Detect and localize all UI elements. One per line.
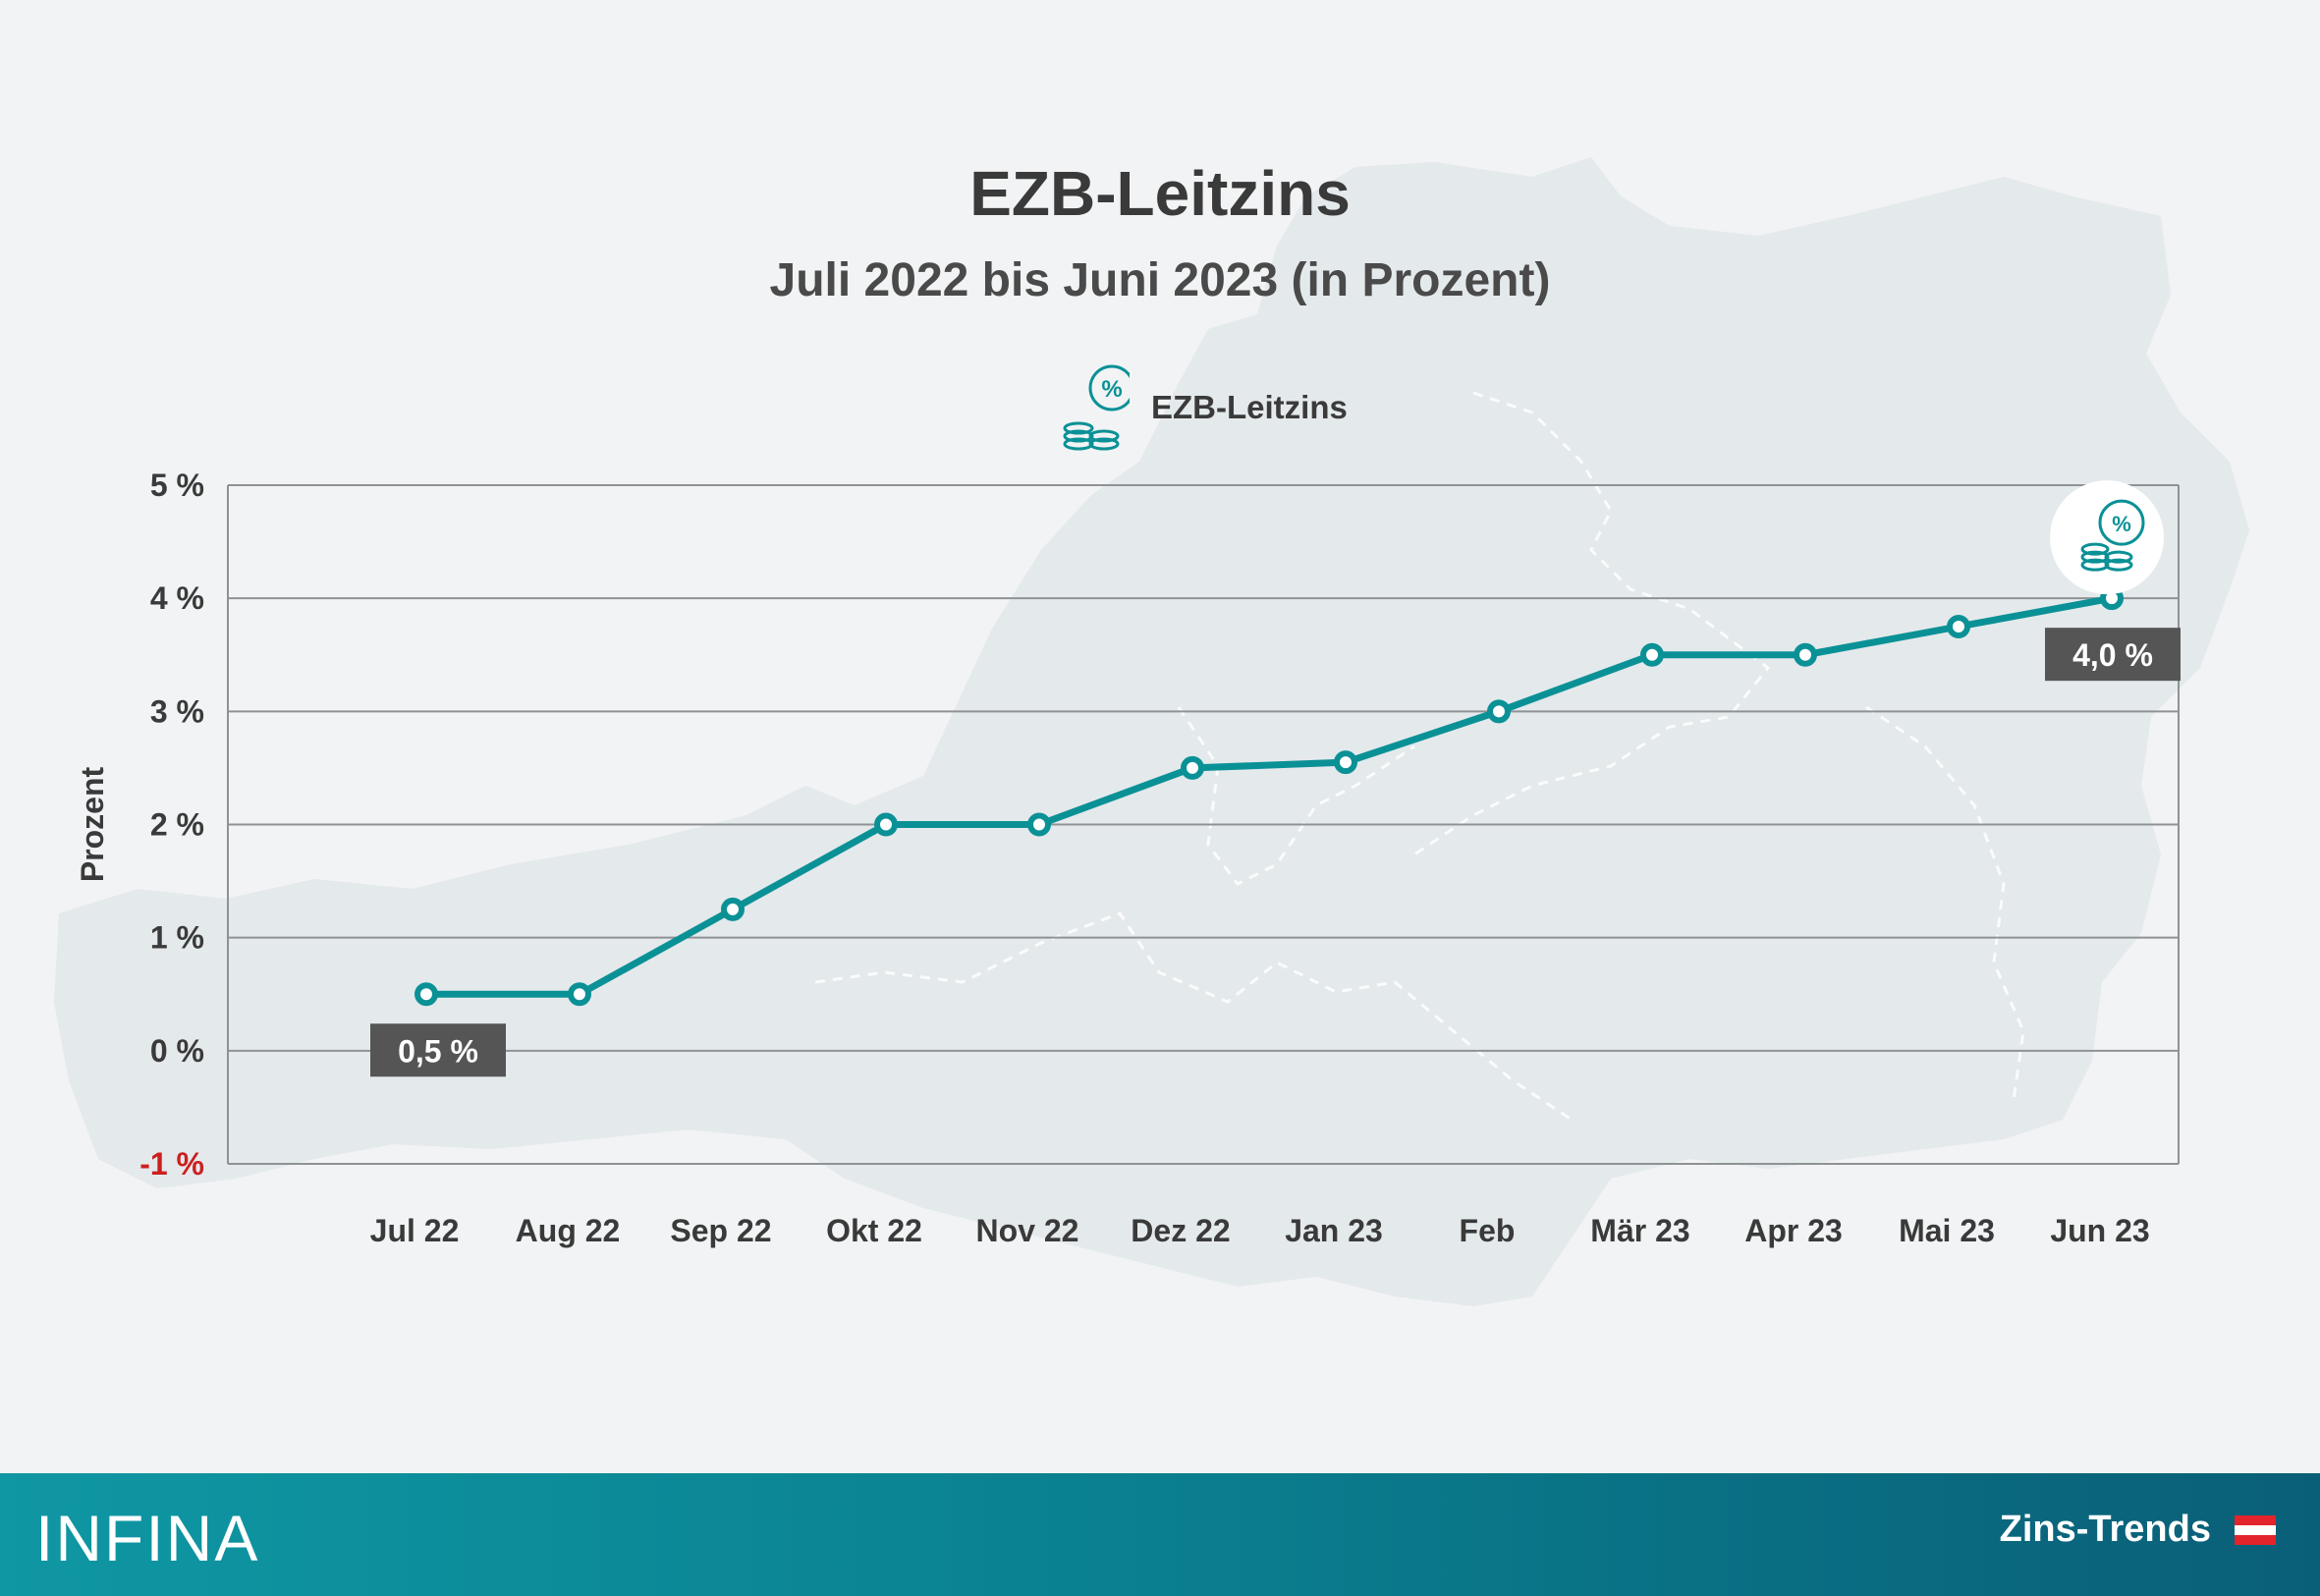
y-tick-label: 3 % [150, 693, 204, 729]
footer-bar: INFINA Zins-Trends [0, 1473, 2320, 1596]
svg-text:%: % [2112, 512, 2131, 536]
x-tick-label: Dez 22 [1131, 1213, 1230, 1248]
value-label: 4,0 % [2072, 637, 2153, 673]
footer-section-label: Zins-Trends [1999, 1509, 2211, 1550]
value-label-box [370, 1023, 506, 1077]
x-tick-label: Aug 22 [516, 1213, 621, 1248]
line-chart: 5 % 4 % 3 % 2 % 1 % 0 % -1 % Prozent Jul 22 Aug 2… [75, 468, 2181, 1248]
svg-text:%: % [1101, 376, 1122, 403]
y-tick-label: 5 % [150, 468, 204, 503]
data-point [1794, 642, 1817, 667]
y-tick-label: 1 % [150, 920, 204, 956]
y-axis-label: Prozent [75, 766, 110, 882]
y-tick-label: 0 % [150, 1033, 204, 1069]
value-label: 0,5 % [398, 1033, 478, 1069]
y-tick-label: 2 % [150, 807, 204, 843]
y-tick-label: 4 % [150, 580, 204, 616]
percent-coins-icon: % [2050, 480, 2164, 595]
data-point [414, 982, 438, 1007]
legend-label: EZB-Leitzins [1151, 389, 1348, 425]
x-tick-label: Okt 22 [826, 1213, 922, 1248]
x-tick-label: Mai 23 [1899, 1213, 1995, 1248]
chart-legend: % EZB-Leitzins [1061, 363, 1348, 452]
data-point [721, 897, 745, 921]
austria-map-background [54, 157, 2249, 1306]
data-point [1487, 699, 1511, 724]
footer-section: Zins-Trends [2000, 1509, 2276, 1551]
x-tick-label: Apr 23 [1744, 1213, 1843, 1248]
data-point [1640, 642, 1664, 667]
y-tick-label: -1 % [139, 1146, 204, 1182]
infina-logo: INFINA [35, 1502, 260, 1574]
chart-subtitle: Juli 2022 bis Juni 2023 (in Prozent) [769, 254, 1551, 306]
x-tick-label: Jun 23 [2050, 1213, 2149, 1248]
data-point [1334, 750, 1357, 775]
data-point [1181, 755, 1204, 780]
x-tick-label: Feb [1460, 1213, 1516, 1248]
x-tick-label: Jan 23 [1285, 1213, 1383, 1248]
x-tick-label: Nov 22 [976, 1213, 1079, 1248]
chart-title: EZB-Leitzins [969, 158, 1351, 229]
data-point [874, 812, 898, 837]
value-label-box [2045, 628, 2181, 682]
x-tick-label: Jul 22 [370, 1213, 460, 1248]
data-point [1947, 614, 1970, 638]
x-tick-label: Sep 22 [670, 1213, 771, 1248]
series-line [426, 594, 2113, 998]
data-point [568, 982, 591, 1007]
percent-coins-icon: % [1063, 364, 1130, 451]
x-tick-label: Mär 23 [1590, 1213, 1689, 1248]
data-point [1027, 812, 1051, 837]
austria-flag-icon [2235, 1514, 2276, 1545]
